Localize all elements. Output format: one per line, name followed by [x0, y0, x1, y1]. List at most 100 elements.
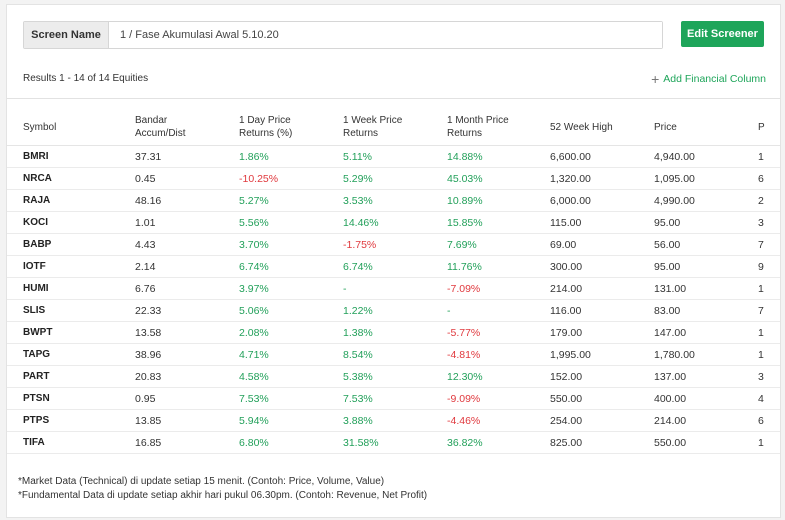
cell-bandar: 13.58	[135, 321, 239, 344]
table-row[interactable]: SLIS 22.33 5.06% 1.22% -116.00 83.00 7	[7, 299, 780, 322]
cell-d1: 1.86%	[239, 145, 343, 168]
cell-p: 1	[758, 277, 780, 300]
cell-d1: 6.80%	[239, 431, 343, 454]
cell-symbol[interactable]: SLIS	[7, 299, 135, 322]
cell-d1: 2.08%	[239, 321, 343, 344]
cell-high52: 152.00	[550, 365, 654, 388]
column-header[interactable]: Bandar Accum/Dist	[135, 115, 186, 139]
cell-bandar: 0.45	[135, 167, 239, 190]
cell-w1: 5.38%	[343, 365, 447, 388]
cell-symbol[interactable]: PTPS	[7, 409, 135, 432]
cell-high52: 69.00	[550, 233, 654, 256]
table-row[interactable]: TIFA 16.85 6.80% 31.58% 36.82% 825.00 550.00 1	[7, 431, 780, 454]
table-row[interactable]: HUMI 6.76 3.97% - -7.09% 214.00 131.00 1	[7, 277, 780, 300]
column-header[interactable]: 1 Day Price Returns (%)	[239, 115, 293, 139]
cell-high52: 254.00	[550, 409, 654, 432]
column-header[interactable]: 1 Month Price Returns	[447, 115, 509, 139]
cell-w1: 5.11%	[343, 145, 447, 168]
table-row[interactable]: PART 20.83 4.58% 5.38% 12.30% 152.00 137.00 3	[7, 365, 780, 388]
cell-symbol[interactable]: BWPT	[7, 321, 135, 344]
table-row[interactable]: BWPT 13.58 2.08% 1.38% -5.77% 179.00 147.00 1	[7, 321, 780, 344]
cell-symbol[interactable]: PART	[7, 365, 135, 388]
cell-bandar: 16.85	[135, 431, 239, 454]
cell-m1: -7.09%	[447, 277, 550, 300]
cell-w1: -1.75%	[343, 233, 447, 256]
cell-high52: 6,600.00	[550, 145, 654, 168]
cell-d1: -10.25%	[239, 167, 343, 190]
divider	[7, 98, 780, 99]
cell-symbol[interactable]: PTSN	[7, 387, 135, 410]
table-row[interactable]: IOTF 2.14 6.74% 6.74% 11.76% 300.00 95.00 9	[7, 255, 780, 278]
cell-bandar: 20.83	[135, 365, 239, 388]
cell-d1: 5.56%	[239, 211, 343, 234]
column-header[interactable]: P	[758, 121, 765, 133]
cell-m1: 14.88%	[447, 145, 550, 168]
column-header[interactable]: Symbol	[23, 121, 57, 133]
cell-price: 1,780.00	[654, 343, 758, 366]
cell-p: 1	[758, 321, 780, 344]
cell-bandar: 38.96	[135, 343, 239, 366]
cell-m1: 45.03%	[447, 167, 550, 190]
cell-high52: 1,320.00	[550, 167, 654, 190]
cell-d1: 4.58%	[239, 365, 343, 388]
table-row[interactable]: TAPG 38.96 4.71% 8.54% -4.81% 1,995.00 1,780.0…	[7, 343, 780, 366]
cell-symbol[interactable]: IOTF	[7, 255, 135, 278]
cell-d1: 7.53%	[239, 387, 343, 410]
cell-d1: 5.27%	[239, 189, 343, 212]
cell-w1: -	[343, 277, 447, 300]
cell-d1: 6.74%	[239, 255, 343, 278]
cell-w1: 1.38%	[343, 321, 447, 344]
screen-name-label: Screen Name	[24, 22, 109, 48]
table-row[interactable]: RAJA 48.16 5.27% 3.53% 10.89% 6,000.00 4,990.0…	[7, 189, 780, 212]
table-row[interactable]: NRCA 0.45 -10.25% 5.29% 45.03% 1,320.00 1,095.…	[7, 167, 780, 190]
cell-m1: 36.82%	[447, 431, 550, 454]
column-header[interactable]: Price	[654, 121, 677, 133]
cell-price: 4,940.00	[654, 145, 758, 168]
cell-p: 1	[758, 343, 780, 366]
cell-p: 4	[758, 387, 780, 410]
cell-symbol[interactable]: TIFA	[7, 431, 135, 454]
cell-symbol[interactable]: HUMI	[7, 277, 135, 300]
cell-price: 95.00	[654, 211, 758, 234]
cell-w1: 3.53%	[343, 189, 447, 212]
table-row[interactable]: PTSN 0.95 7.53% 7.53% -9.09% 550.00 400.00 4	[7, 387, 780, 410]
column-header[interactable]: 1 Week Price Returns	[343, 115, 403, 139]
cell-w1: 3.88%	[343, 409, 447, 432]
cell-w1: 7.53%	[343, 387, 447, 410]
cell-symbol[interactable]: NRCA	[7, 167, 135, 190]
table-row[interactable]: BABP 4.43 3.70% -1.75% 7.69% 69.00 56.00 7	[7, 233, 780, 256]
cell-p: 6	[758, 409, 780, 432]
cell-price: 1,095.00	[654, 167, 758, 190]
cell-m1: 12.30%	[447, 365, 550, 388]
cell-symbol[interactable]: BABP	[7, 233, 135, 256]
cell-m1: 15.85%	[447, 211, 550, 234]
cell-symbol[interactable]: KOCI	[7, 211, 135, 234]
cell-price: 95.00	[654, 255, 758, 278]
plus-icon: +	[651, 71, 660, 87]
cell-symbol[interactable]: BMRI	[7, 145, 135, 168]
cell-high52: 1,995.00	[550, 343, 654, 366]
cell-bandar: 4.43	[135, 233, 239, 256]
cell-w1: 31.58%	[343, 431, 447, 454]
cell-price: 214.00	[654, 409, 758, 432]
cell-bandar: 13.85	[135, 409, 239, 432]
table-row[interactable]: KOCI 1.01 5.56% 14.46% 15.85% 115.00 95.00 3	[7, 211, 780, 234]
cell-symbol[interactable]: TAPG	[7, 343, 135, 366]
add-financial-column-link[interactable]: + Add Financial Column	[651, 71, 766, 87]
cell-symbol[interactable]: RAJA	[7, 189, 135, 212]
cell-d1: 4.71%	[239, 343, 343, 366]
cell-m1: -5.77%	[447, 321, 550, 344]
cell-high52: 214.00	[550, 277, 654, 300]
cell-bandar: 2.14	[135, 255, 239, 278]
cell-price: 131.00	[654, 277, 758, 300]
cell-high52: 115.00	[550, 211, 654, 234]
screen-name-value[interactable]: 1 / Fase Akumulasi Awal 5.10.20	[109, 22, 662, 48]
table-row[interactable]: BMRI 37.31 1.86% 5.11% 14.88% 6,600.00 4,940.0…	[7, 145, 780, 168]
results-table: Symbol Bandar Accum/Dist 1 Day Price Retur…	[7, 109, 780, 454]
screener-card: Screen Name 1 / Fase Akumulasi Awal 5.10…	[6, 4, 781, 518]
cell-d1: 5.06%	[239, 299, 343, 322]
column-header[interactable]: 52 Week High	[550, 121, 613, 133]
cell-p: 6	[758, 167, 780, 190]
table-row[interactable]: PTPS 13.85 5.94% 3.88% -4.46% 254.00 214.00 6	[7, 409, 780, 432]
edit-screener-button[interactable]: Edit Screener	[681, 21, 764, 47]
